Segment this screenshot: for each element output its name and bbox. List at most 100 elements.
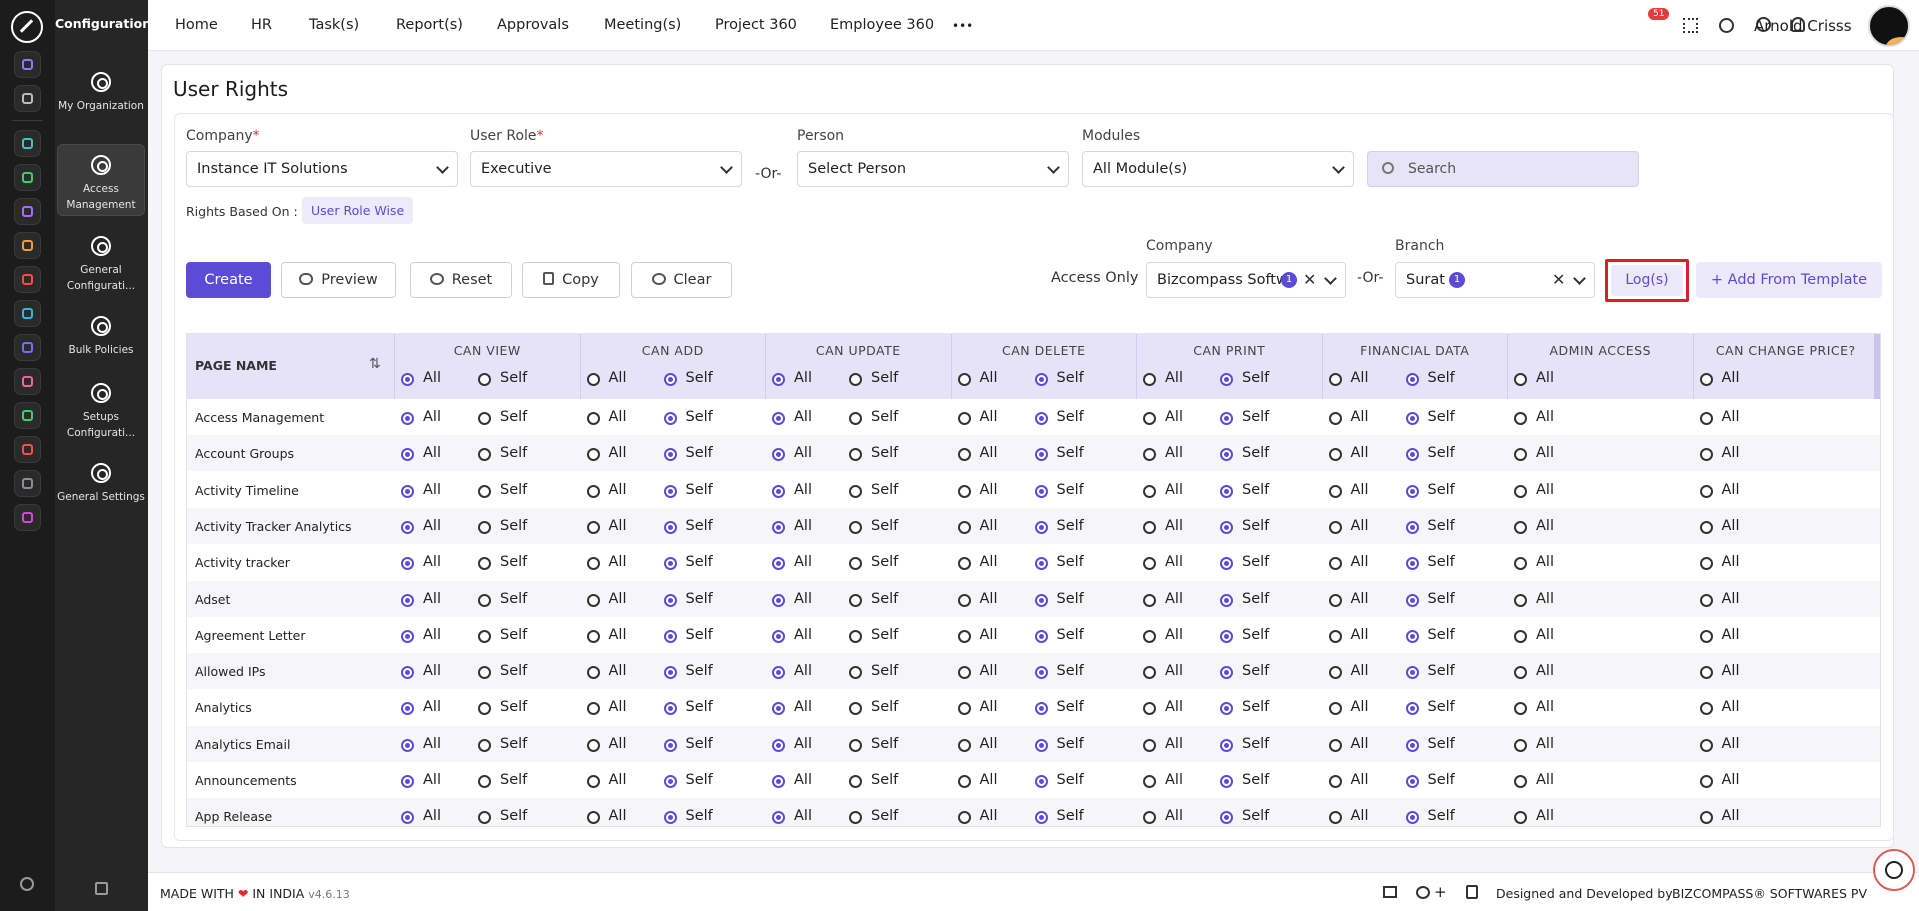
preview-button[interactable]: Preview	[281, 262, 396, 298]
all-radio[interactable]	[1143, 775, 1156, 788]
all-radio[interactable]	[957, 520, 971, 534]
self-radio[interactable]	[663, 702, 677, 716]
self-radio[interactable]	[663, 666, 677, 680]
self-radio[interactable]	[478, 520, 491, 534]
stopwatch-button[interactable]	[1873, 849, 1915, 891]
all-radio[interactable]	[772, 373, 785, 386]
self-radio[interactable]	[478, 666, 491, 680]
monitor-icon[interactable]	[14, 368, 41, 395]
self-radio[interactable]	[1034, 775, 1048, 788]
self-radio[interactable]	[849, 629, 862, 643]
self-radio[interactable]	[1034, 412, 1048, 425]
self-radio[interactable]	[1405, 557, 1419, 571]
plus-icon[interactable]: +	[1434, 883, 1447, 901]
self-radio[interactable]	[1220, 412, 1233, 425]
self-radio[interactable]	[1405, 702, 1419, 716]
self-radio[interactable]	[1220, 666, 1233, 680]
self-radio[interactable]	[663, 557, 677, 571]
clear-x-icon[interactable]: ✕	[1552, 270, 1566, 289]
create-button[interactable]: Create	[186, 262, 271, 298]
self-radio[interactable]	[1405, 811, 1419, 825]
search-icon[interactable]	[1756, 17, 1771, 32]
self-radio[interactable]	[1405, 484, 1419, 498]
self-radio[interactable]	[1034, 557, 1048, 571]
self-radio[interactable]	[1220, 593, 1233, 607]
self-radio[interactable]	[1220, 775, 1233, 788]
self-radio[interactable]	[849, 811, 862, 825]
nav-home[interactable]: Home	[175, 17, 218, 33]
bell-icon[interactable]	[1791, 17, 1805, 32]
all-radio[interactable]	[1514, 702, 1527, 716]
self-radio[interactable]	[849, 593, 862, 607]
modules-select[interactable]: All Module(s)	[1082, 151, 1354, 187]
all-radio[interactable]	[772, 666, 785, 680]
self-radio[interactable]	[478, 373, 491, 386]
all-radio[interactable]	[1514, 738, 1527, 752]
all-radio[interactable]	[586, 593, 600, 607]
branch-select[interactable]: Surat 1 ✕	[1395, 262, 1595, 298]
self-radio[interactable]	[1220, 448, 1233, 462]
self-radio[interactable]	[1034, 738, 1048, 752]
all-radio[interactable]	[1699, 593, 1713, 607]
self-radio[interactable]	[1405, 373, 1419, 386]
all-radio[interactable]	[1328, 666, 1342, 680]
all-radio[interactable]	[1328, 557, 1342, 571]
all-radio[interactable]	[401, 520, 414, 534]
all-radio[interactable]	[401, 484, 414, 498]
all-radio[interactable]	[1699, 775, 1713, 788]
all-radio[interactable]	[586, 373, 600, 386]
self-radio[interactable]	[849, 702, 862, 716]
nav-reports[interactable]: Report(s)	[396, 17, 463, 33]
plane-icon[interactable]	[14, 334, 41, 361]
self-radio[interactable]	[478, 412, 491, 425]
all-radio[interactable]	[1143, 412, 1156, 425]
self-radio[interactable]	[849, 412, 862, 425]
self-radio[interactable]	[663, 811, 677, 825]
self-radio[interactable]	[1034, 520, 1048, 534]
self-radio[interactable]	[663, 629, 677, 643]
settings-gear-icon[interactable]	[1719, 18, 1734, 33]
all-radio[interactable]	[1328, 702, 1342, 716]
all-radio[interactable]	[586, 520, 600, 534]
archive-icon[interactable]	[14, 300, 41, 327]
user-role-select[interactable]: Executive	[470, 151, 742, 187]
all-radio[interactable]	[1514, 593, 1527, 607]
all-radio[interactable]	[957, 811, 971, 825]
self-radio[interactable]	[663, 593, 677, 607]
all-radio[interactable]	[1699, 666, 1713, 680]
all-radio[interactable]	[772, 520, 785, 534]
nav-hr[interactable]: HR	[251, 17, 272, 33]
all-radio[interactable]	[1514, 629, 1527, 643]
self-radio[interactable]	[1034, 484, 1048, 498]
all-radio[interactable]	[401, 557, 414, 571]
headset-icon[interactable]	[1416, 886, 1430, 899]
all-radio[interactable]	[772, 448, 785, 462]
inbox-icon[interactable]	[14, 164, 41, 191]
all-radio[interactable]	[1328, 448, 1342, 462]
self-radio[interactable]	[478, 811, 491, 825]
all-radio[interactable]	[957, 373, 971, 386]
self-radio[interactable]	[1034, 811, 1048, 825]
self-radio[interactable]	[1220, 484, 1233, 498]
all-radio[interactable]	[1514, 484, 1527, 498]
self-radio[interactable]	[849, 666, 862, 680]
self-radio[interactable]	[478, 484, 491, 498]
company-select[interactable]: Instance IT Solutions	[186, 151, 458, 187]
all-radio[interactable]	[957, 593, 971, 607]
ticket-icon[interactable]	[1466, 885, 1478, 899]
self-radio[interactable]	[478, 557, 491, 571]
self-radio[interactable]	[1220, 557, 1233, 571]
all-radio[interactable]	[586, 484, 600, 498]
building-icon[interactable]	[14, 470, 41, 497]
all-radio[interactable]	[1514, 775, 1527, 788]
all-radio[interactable]	[1328, 629, 1342, 643]
rights-based-chip[interactable]: User Role Wise	[302, 197, 414, 224]
all-radio[interactable]	[401, 666, 414, 680]
self-radio[interactable]	[1220, 738, 1233, 752]
self-radio[interactable]	[849, 484, 862, 498]
self-radio[interactable]	[478, 629, 491, 643]
all-radio[interactable]	[1514, 373, 1527, 386]
self-radio[interactable]	[478, 775, 491, 788]
person-select[interactable]: Select Person	[797, 151, 1069, 187]
self-radio[interactable]	[663, 373, 677, 386]
